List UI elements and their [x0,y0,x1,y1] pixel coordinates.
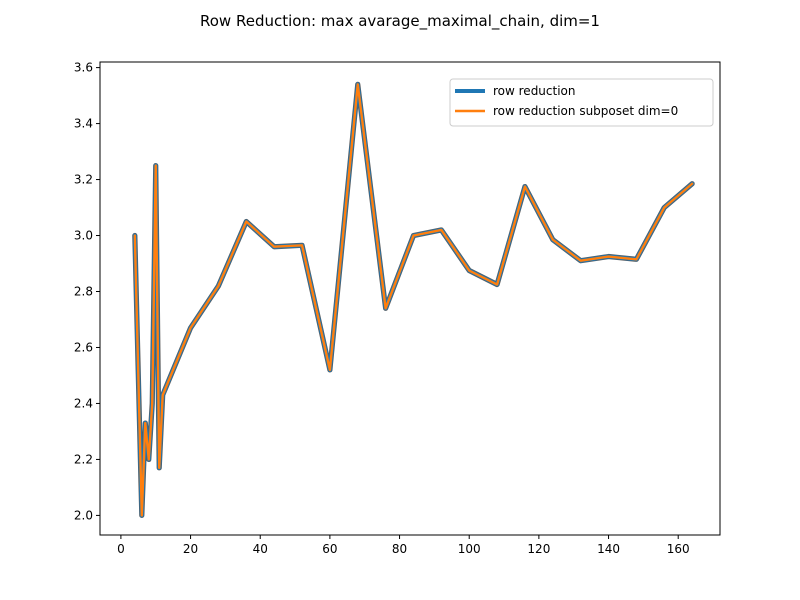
series-line-shadow [132,81,695,519]
legend-box [449,78,714,127]
y-tick-label: 3.6 [74,61,93,75]
x-tick-label: 160 [667,542,690,556]
x-tick-label: 120 [527,542,550,556]
y-tick-label: 3.4 [74,117,93,131]
axes: 0 20 40 60 80 100 120 140 160 2.0 2.2 2.4 2.6 2.8 3.0 3… [74,61,721,556]
x-tick-label: 0 [117,542,125,556]
y-tick-label: 2.8 [74,285,93,299]
x-tick-label: 20 [183,542,198,556]
chart-title: Row Reduction: max avarage_maximal_chain… [200,12,600,31]
x-tick-label: 140 [597,542,620,556]
axes-frame [99,61,721,536]
x-tick-label: 60 [322,542,337,556]
series-line-0 [132,82,695,518]
y-tick-label: 2.0 [74,508,93,522]
legend-label-0: row reduction [493,84,576,98]
series-line-1 [133,83,694,517]
legend-label-1: row reduction subposet dim=0 [493,104,678,118]
y-tick-label: 2.2 [74,452,93,466]
y-tick-label: 3.2 [74,173,93,187]
legend: row reduction row reduction subposet dim=… [449,78,714,127]
y-tick-label: 3.0 [74,229,93,243]
y-tick-label: 2.4 [74,396,93,410]
x-tick-label: 40 [253,542,268,556]
plot-area [132,81,695,519]
x-tick-label: 80 [392,542,407,556]
x-tick-label: 100 [458,542,481,556]
y-tick-label: 2.6 [74,340,93,354]
